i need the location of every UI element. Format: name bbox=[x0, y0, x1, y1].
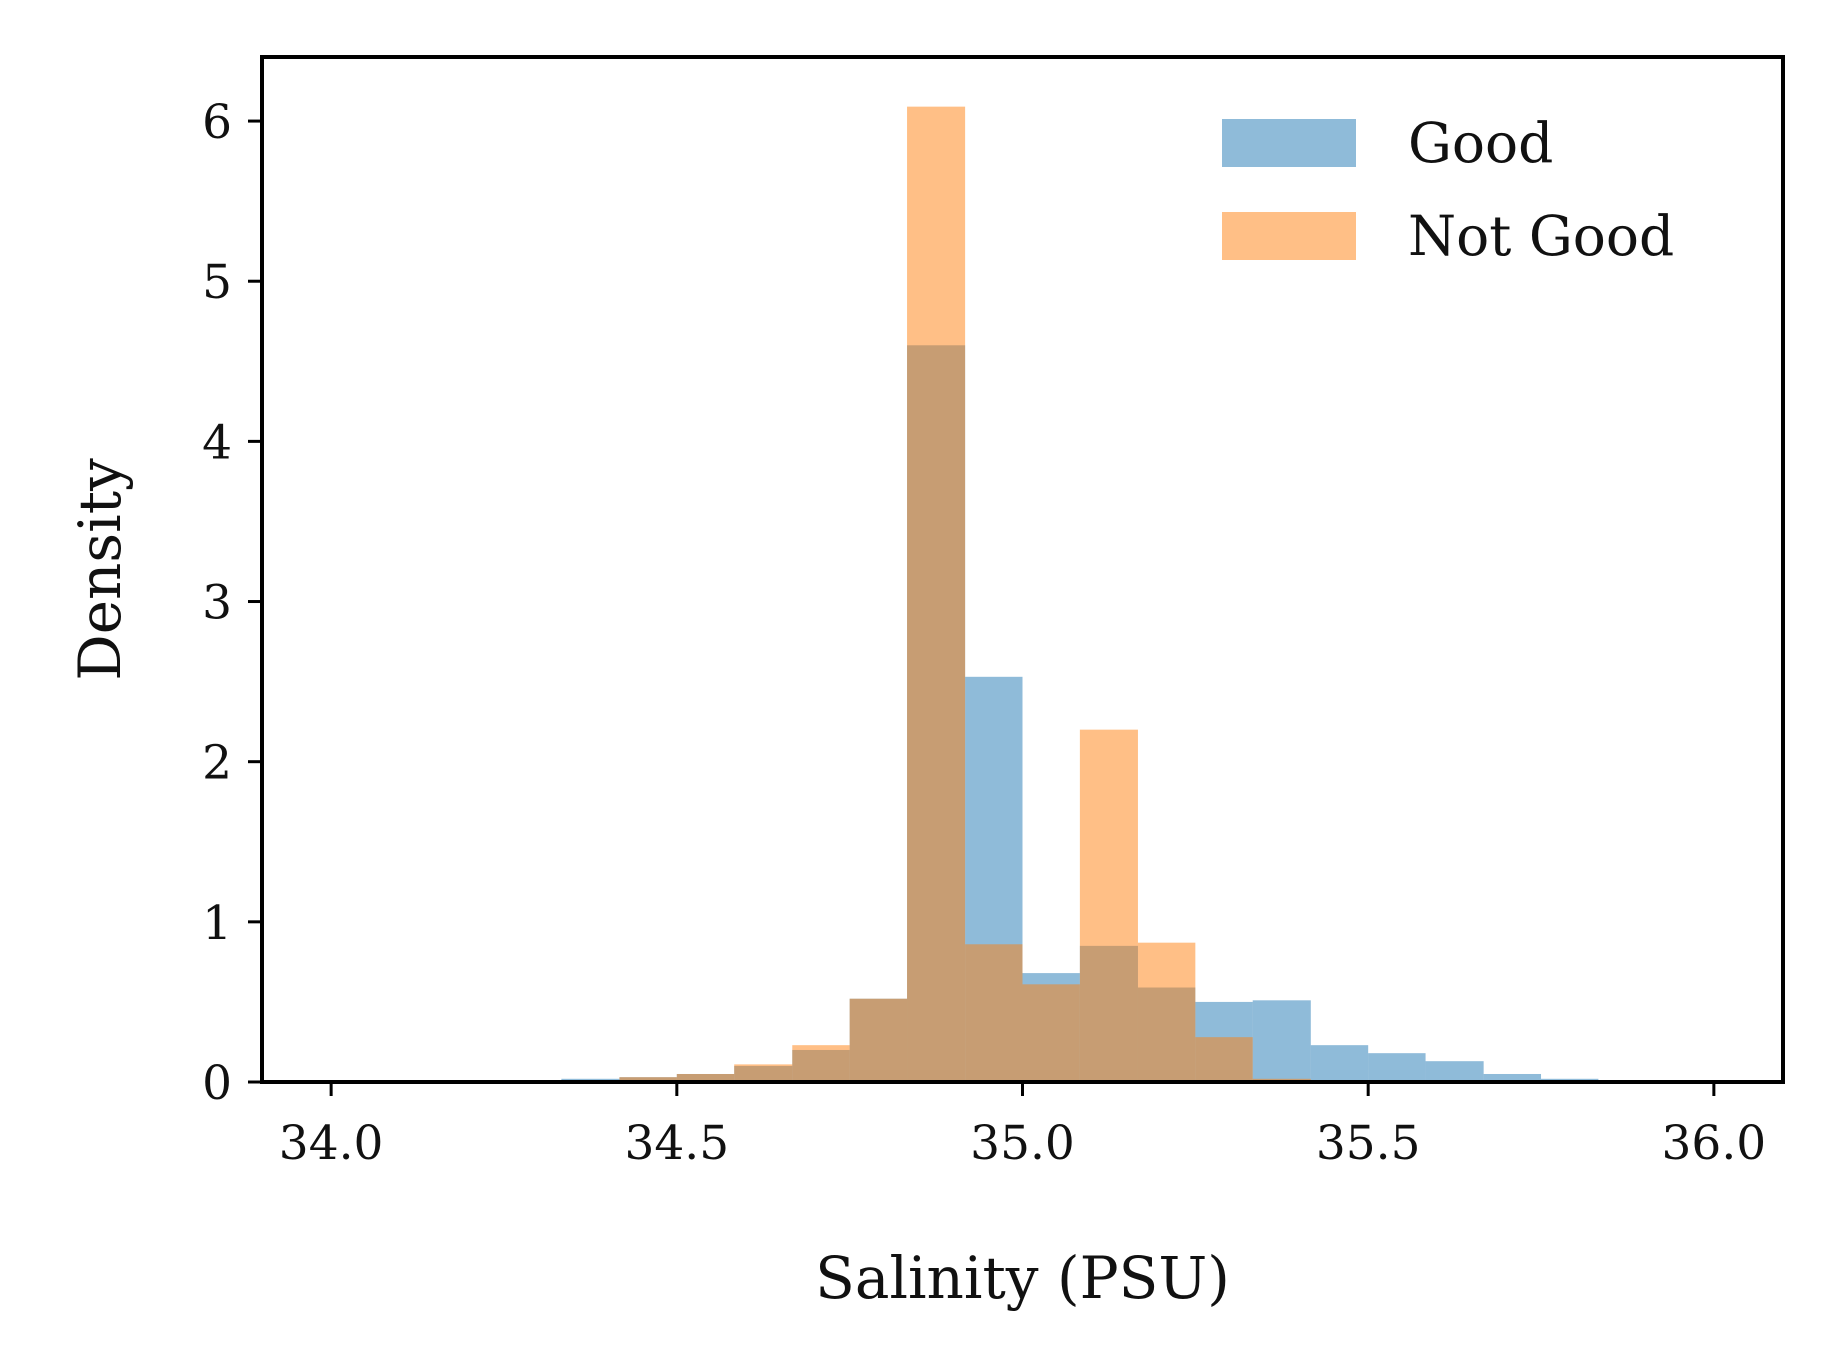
bar-good-13 bbox=[1252, 1000, 1311, 1082]
legend-label-good: Good bbox=[1408, 111, 1553, 175]
legend-swatch-good bbox=[1222, 119, 1356, 167]
y-tick-label: 4 bbox=[202, 415, 232, 470]
bar-good-14 bbox=[1310, 1045, 1369, 1082]
y-axis-label: Density bbox=[66, 458, 134, 681]
y-tick-label: 3 bbox=[202, 576, 232, 631]
y-axis: 0 1 2 3 4 5 6 bbox=[202, 95, 262, 1111]
bar-good-16 bbox=[1425, 1061, 1484, 1082]
bar-not-good-10 bbox=[1195, 1037, 1253, 1082]
legend-label-not-good: Not Good bbox=[1408, 204, 1674, 268]
x-tick-label: 35.5 bbox=[1316, 1116, 1421, 1171]
bar-not-good-2 bbox=[734, 1064, 793, 1082]
bar-good-15 bbox=[1368, 1053, 1426, 1082]
bar-not-good-5 bbox=[907, 106, 966, 1082]
bar-not-good-0 bbox=[619, 1077, 677, 1082]
histogram-bars bbox=[503, 106, 1599, 1082]
x-tick-label: 36.0 bbox=[1662, 1116, 1767, 1171]
bar-not-good-1 bbox=[676, 1073, 735, 1082]
bar-not-good-3 bbox=[792, 1045, 850, 1082]
y-tick-label: 6 bbox=[202, 95, 232, 150]
bar-good-17 bbox=[1483, 1073, 1542, 1082]
y-tick-label: 1 bbox=[202, 896, 232, 951]
x-tick-label: 34.0 bbox=[279, 1116, 384, 1171]
x-axis-label: Salinity (PSU) bbox=[815, 1244, 1230, 1312]
y-tick-label: 2 bbox=[202, 736, 232, 791]
y-tick-label: 5 bbox=[202, 255, 232, 310]
bar-not-good-9 bbox=[1137, 942, 1196, 1082]
bar-not-good-4 bbox=[849, 998, 908, 1082]
x-tick-label: 35.0 bbox=[970, 1116, 1075, 1171]
bar-not-good-7 bbox=[1022, 984, 1080, 1082]
legend-swatch-not-good bbox=[1222, 212, 1356, 260]
x-tick-label: 34.5 bbox=[624, 1116, 729, 1171]
legend: Good Not Good bbox=[1222, 111, 1674, 268]
x-axis: 34.0 34.5 35.0 35.5 36.0 bbox=[279, 1082, 1766, 1171]
bar-not-good-6 bbox=[965, 944, 1023, 1082]
y-tick-label: 0 bbox=[202, 1056, 232, 1111]
bar-not-good-8 bbox=[1079, 729, 1138, 1082]
